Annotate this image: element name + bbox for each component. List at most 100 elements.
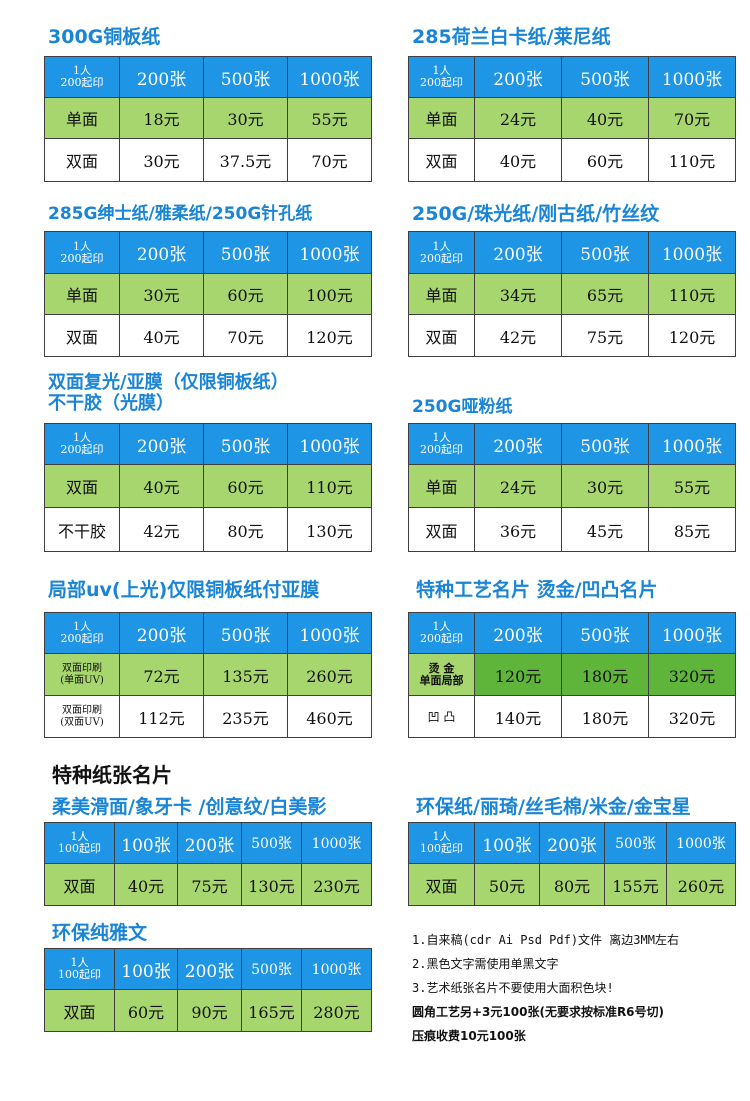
block-title-line: 不干胶（光膜）	[48, 393, 174, 414]
table-header-cell: 1000张	[287, 56, 372, 98]
block-title-285-dutch-white: 285荷兰白卡纸/莱尼纸	[412, 26, 611, 48]
price-cell: 30元	[119, 273, 204, 315]
table-header-cell: 1000张	[287, 612, 372, 654]
price-cell: 120元	[287, 314, 372, 357]
table-header-cell: 500张	[203, 612, 288, 654]
table-header-cell: 100张	[474, 822, 540, 864]
table-header-cell: 1人 100起印	[44, 822, 115, 864]
table-header-cell: 200张	[119, 231, 204, 274]
price-cell: 60元	[203, 464, 288, 508]
table-header-cell: 1000张	[648, 423, 736, 465]
table-header-row: 1人 200起印 200张 500张 1000张	[408, 423, 736, 465]
block-title-special-craft: 特种工艺名片 烫金/凹凸名片	[416, 579, 658, 601]
price-table-300g-coated: 1人 200起印 200张 500张 1000张 单面 18元 30元 55元 …	[44, 56, 372, 182]
block-title-eco-paper: 环保纸/丽琦/丝毛棉/米金/金宝星	[416, 796, 691, 818]
table-header-cell: 500张	[241, 822, 302, 864]
price-cell: 180元	[561, 653, 649, 696]
table-header-cell: 200张	[539, 822, 605, 864]
table-header-row: 1人 200起印 200张 500张 1000张	[408, 231, 736, 274]
price-cell: 45元	[561, 507, 649, 552]
block-title-250g-pearl: 250G/珠光纸/刚古纸/竹丝纹	[412, 203, 660, 225]
table-row: 凹 凸 140元 180元 320元	[408, 695, 736, 738]
price-cell: 130元	[287, 507, 372, 552]
row-label: 双面	[44, 138, 120, 182]
table-header-row: 1人 200起印 200张 500张 1000张	[44, 56, 372, 98]
price-cell: 30元	[561, 464, 649, 508]
row-label: 双面印刷 (单面UV)	[44, 653, 120, 696]
table-header-cell: 1000张	[301, 948, 372, 990]
price-cell: 70元	[648, 97, 736, 139]
price-cell: 130元	[241, 863, 302, 906]
table-row: 不干胶 42元 80元 130元	[44, 507, 372, 552]
price-cell: 55元	[287, 97, 372, 139]
note-line: 圆角工艺另+3元100张(无要求按标准R6号切)	[412, 1005, 665, 1019]
table-row: 双面印刷 (单面UV) 72元 135元 260元	[44, 653, 372, 696]
table-header-cell: 1人 100起印	[408, 822, 475, 864]
block-title-300g-coated: 300G铜板纸	[48, 26, 161, 48]
price-cell: 320元	[648, 695, 736, 738]
price-cell: 260元	[287, 653, 372, 696]
table-header-cell: 1000张	[648, 231, 736, 274]
price-cell: 230元	[301, 863, 372, 906]
price-cell: 34元	[474, 273, 562, 315]
price-table-250g-matte: 1人 200起印 200张 500张 1000张 单面 24元 30元 55元 …	[408, 423, 736, 552]
table-header-cell: 1000张	[287, 423, 372, 465]
block-title-250g-matte: 250G哑粉纸	[412, 397, 513, 417]
price-cell: 110元	[648, 273, 736, 315]
block-title-line: 双面复光/亚膜（仅限铜板纸）	[48, 372, 289, 393]
row-label: 烫 金 单面局部	[408, 653, 475, 696]
table-header-cell: 1000张	[648, 612, 736, 654]
price-cell: 165元	[241, 989, 302, 1032]
table-header-cell: 500张	[203, 231, 288, 274]
table-header-cell: 1000张	[648, 56, 736, 98]
table-header-cell: 200张	[119, 56, 204, 98]
price-table-285g-gentleman: 1人 200起印 200张 500张 1000张 单面 30元 60元 100元…	[44, 231, 372, 357]
row-label: 双面	[408, 507, 475, 552]
block-title-285g-gentleman: 285G绅士纸/雅柔纸/250G针孔纸	[48, 204, 313, 224]
table-row: 单面 24元 40元 70元	[408, 97, 736, 139]
table-header-cell: 1000张	[301, 822, 372, 864]
table-header-cell: 500张	[604, 822, 667, 864]
price-cell: 120元	[648, 314, 736, 357]
table-header-cell: 200张	[474, 612, 562, 654]
note-line: 1.自来稿(cdr Ai Psd Pdf)文件 离边3MM左右	[412, 933, 679, 947]
price-cell: 24元	[474, 464, 562, 508]
note-line: 压痕收费10元100张	[412, 1029, 526, 1043]
block-title-soft-smooth: 柔美滑面/象牙卡 /创意纹/白美影	[52, 796, 327, 818]
table-row: 双面 36元 45元 85元	[408, 507, 736, 552]
row-label: 单面	[44, 97, 120, 139]
price-cell: 50元	[474, 863, 540, 906]
table-header-cell: 500张	[241, 948, 302, 990]
price-cell: 135元	[203, 653, 288, 696]
price-cell: 36元	[474, 507, 562, 552]
row-label: 双面	[408, 314, 475, 357]
price-cell: 70元	[203, 314, 288, 357]
table-header-row: 1人 100起印 100张 200张 500张 1000张	[408, 822, 736, 864]
table-row: 双面 42元 75元 120元	[408, 314, 736, 357]
price-table-laminate: 1人 200起印 200张 500张 1000张 双面 40元 60元 110元…	[44, 423, 372, 552]
table-row: 双面 40元 70元 120元	[44, 314, 372, 357]
price-cell: 80元	[539, 863, 605, 906]
price-cell: 85元	[648, 507, 736, 552]
price-table-eco-pure: 1人 100起印 100张 200张 500张 1000张 双面 60元 90元…	[44, 948, 372, 1032]
price-cell: 24元	[474, 97, 562, 139]
price-cell: 235元	[203, 695, 288, 738]
table-header-row: 1人 200起印 200张 500张 1000张	[44, 612, 372, 654]
table-header-row: 1人 100起印 100张 200张 500张 1000张	[44, 822, 372, 864]
price-cell: 65元	[561, 273, 649, 315]
price-cell: 40元	[114, 863, 178, 906]
table-header-cell: 1人 200起印	[44, 612, 120, 654]
row-label: 双面	[44, 314, 120, 357]
price-cell: 155元	[604, 863, 667, 906]
price-cell: 110元	[287, 464, 372, 508]
table-header-cell: 500张	[561, 231, 649, 274]
price-cell: 60元	[203, 273, 288, 315]
table-row: 双面印刷 (双面UV) 112元 235元 460元	[44, 695, 372, 738]
notes-list: 1.自来稿(cdr Ai Psd Pdf)文件 离边3MM左右 2.黑色文字需使…	[412, 928, 742, 1048]
table-header-cell: 200张	[119, 423, 204, 465]
price-table-eco-paper: 1人 100起印 100张 200张 500张 1000张 双面 50元 80元…	[408, 822, 736, 906]
price-cell: 260元	[666, 863, 736, 906]
table-header-cell: 200张	[474, 423, 562, 465]
price-cell: 460元	[287, 695, 372, 738]
row-label: 凹 凸	[408, 695, 475, 738]
